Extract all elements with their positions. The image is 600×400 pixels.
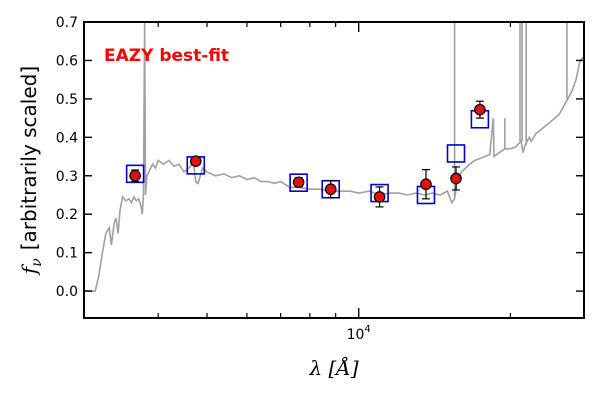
observed-point-3 — [324, 183, 337, 196]
y-axis-label: fν[arbitrarily scaled] — [17, 66, 45, 276]
chart-annotation: EAZY best-fit — [104, 46, 229, 66]
y-tick-label-6: 0.6 — [56, 53, 78, 69]
y-tick-label-2: 0.2 — [56, 207, 78, 223]
observed-point-0 — [129, 169, 141, 182]
y-tick-label-0: 0.0 — [56, 284, 78, 300]
observed-point-2 — [292, 176, 305, 189]
y-axis-label-subscript: ν — [29, 258, 45, 267]
axes: 0.0 0.1 0.2 0.3 0.4 0.5 0.6 0.7 104 — [56, 15, 584, 343]
observed-point-1 — [189, 155, 202, 167]
x-tick-label-base: 10 — [347, 327, 365, 343]
x-tick-label-exponent: 4 — [364, 324, 370, 335]
y-tick-label-5: 0.5 — [56, 92, 78, 108]
y-tick-label-3: 0.3 — [56, 169, 78, 185]
model-box-2 — [289, 173, 308, 192]
svg-text:fν[arbitrarily scaled]: fν[arbitrarily scaled] — [17, 66, 45, 276]
y-tick-label-7: 0.7 — [56, 15, 78, 31]
model-box-0 — [125, 164, 145, 184]
y-tick-label-1: 0.1 — [56, 246, 78, 262]
model-photometry — [125, 109, 490, 205]
observed-point-6 — [450, 172, 462, 185]
x-axis-label: λ [Å] — [308, 355, 358, 380]
observed-point-5 — [420, 178, 432, 191]
template-spectrum — [84, 22, 585, 292]
y-axis-label-text: [arbitrarily scaled] — [17, 66, 41, 250]
observed-point-7 — [474, 103, 486, 116]
y-tick-label-4: 0.4 — [56, 130, 78, 146]
template-spectrum-line — [84, 25, 585, 292]
model-box-6 — [446, 144, 466, 163]
observed-photometry — [129, 100, 486, 208]
plot-frame — [83, 21, 585, 319]
x-tick-label-major: 104 — [347, 324, 371, 343]
observed-point-4 — [373, 191, 386, 203]
